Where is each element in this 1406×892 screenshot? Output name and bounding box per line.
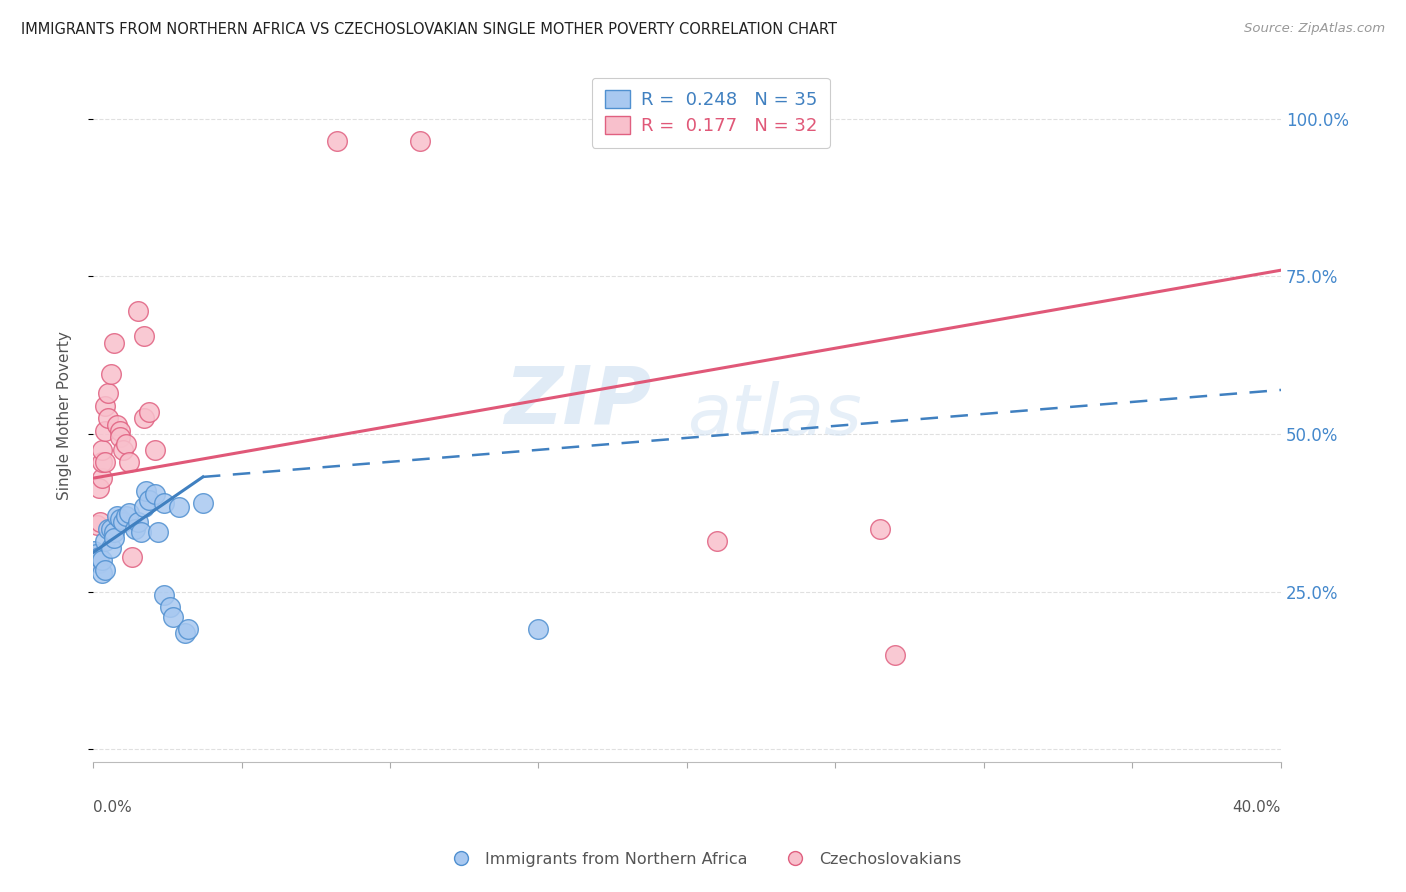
Point: [145, 487, 167, 501]
Point: [132, 329, 155, 343]
Point: [153, 588, 176, 602]
Point: [86, 518, 108, 533]
Point: [83, 543, 105, 558]
Point: [138, 493, 160, 508]
Point: [108, 430, 131, 444]
Point: [167, 500, 190, 514]
Text: ZIP: ZIP: [503, 362, 651, 441]
Point: [127, 516, 149, 530]
Point: [191, 496, 214, 510]
Point: [111, 516, 134, 530]
Point: [159, 600, 181, 615]
Point: [94, 534, 117, 549]
Point: [103, 531, 125, 545]
Point: [90, 455, 112, 469]
Point: [90, 566, 112, 580]
Point: [87, 549, 110, 564]
Point: [108, 424, 131, 438]
Point: [138, 405, 160, 419]
Point: [174, 625, 197, 640]
Point: [325, 134, 347, 148]
Point: [132, 411, 155, 425]
Point: [883, 648, 905, 662]
Point: [97, 386, 120, 401]
Text: Source: ZipAtlas.com: Source: ZipAtlas.com: [1244, 22, 1385, 36]
Point: [100, 367, 122, 381]
Point: [129, 524, 152, 539]
Point: [706, 534, 728, 549]
Point: [127, 304, 149, 318]
Y-axis label: Single Mother Poverty: Single Mother Poverty: [58, 331, 72, 500]
Point: [103, 524, 125, 539]
Point: [90, 471, 112, 485]
Text: 40.0%: 40.0%: [1233, 800, 1281, 815]
Point: [103, 335, 125, 350]
Point: [111, 442, 134, 457]
Point: [869, 522, 891, 536]
Legend: Immigrants from Northern Africa, Czechoslovakians: Immigrants from Northern Africa, Czechos…: [439, 846, 967, 873]
Point: [89, 516, 111, 530]
Point: [90, 553, 112, 567]
Point: [153, 496, 176, 510]
Point: [94, 563, 117, 577]
Point: [409, 134, 432, 148]
Point: [135, 483, 157, 498]
Point: [87, 481, 110, 495]
Point: [84, 547, 107, 561]
Point: [145, 442, 167, 457]
Point: [114, 436, 136, 450]
Point: [108, 512, 131, 526]
Text: IMMIGRANTS FROM NORTHERN AFRICA VS CZECHOSLOVAKIAN SINGLE MOTHER POVERTY CORRELA: IMMIGRANTS FROM NORTHERN AFRICA VS CZECH…: [21, 22, 837, 37]
Point: [83, 553, 105, 567]
Point: [97, 522, 120, 536]
Point: [105, 508, 128, 523]
Text: 0.0%: 0.0%: [93, 800, 132, 815]
Point: [100, 541, 122, 555]
Point: [94, 424, 117, 438]
Legend: R =  0.248   N = 35, R =  0.177   N = 32: R = 0.248 N = 35, R = 0.177 N = 32: [592, 78, 830, 148]
Point: [148, 524, 170, 539]
Point: [118, 506, 141, 520]
Point: [132, 500, 155, 514]
Point: [94, 455, 117, 469]
Point: [527, 623, 550, 637]
Point: [94, 399, 117, 413]
Point: [105, 417, 128, 432]
Point: [118, 455, 141, 469]
Point: [121, 549, 143, 564]
Point: [90, 442, 112, 457]
Point: [87, 556, 110, 570]
Point: [124, 522, 146, 536]
Point: [114, 508, 136, 523]
Point: [84, 549, 107, 564]
Point: [97, 411, 120, 425]
Point: [100, 522, 122, 536]
Point: [177, 623, 200, 637]
Text: atlas: atlas: [688, 381, 862, 450]
Point: [162, 610, 184, 624]
